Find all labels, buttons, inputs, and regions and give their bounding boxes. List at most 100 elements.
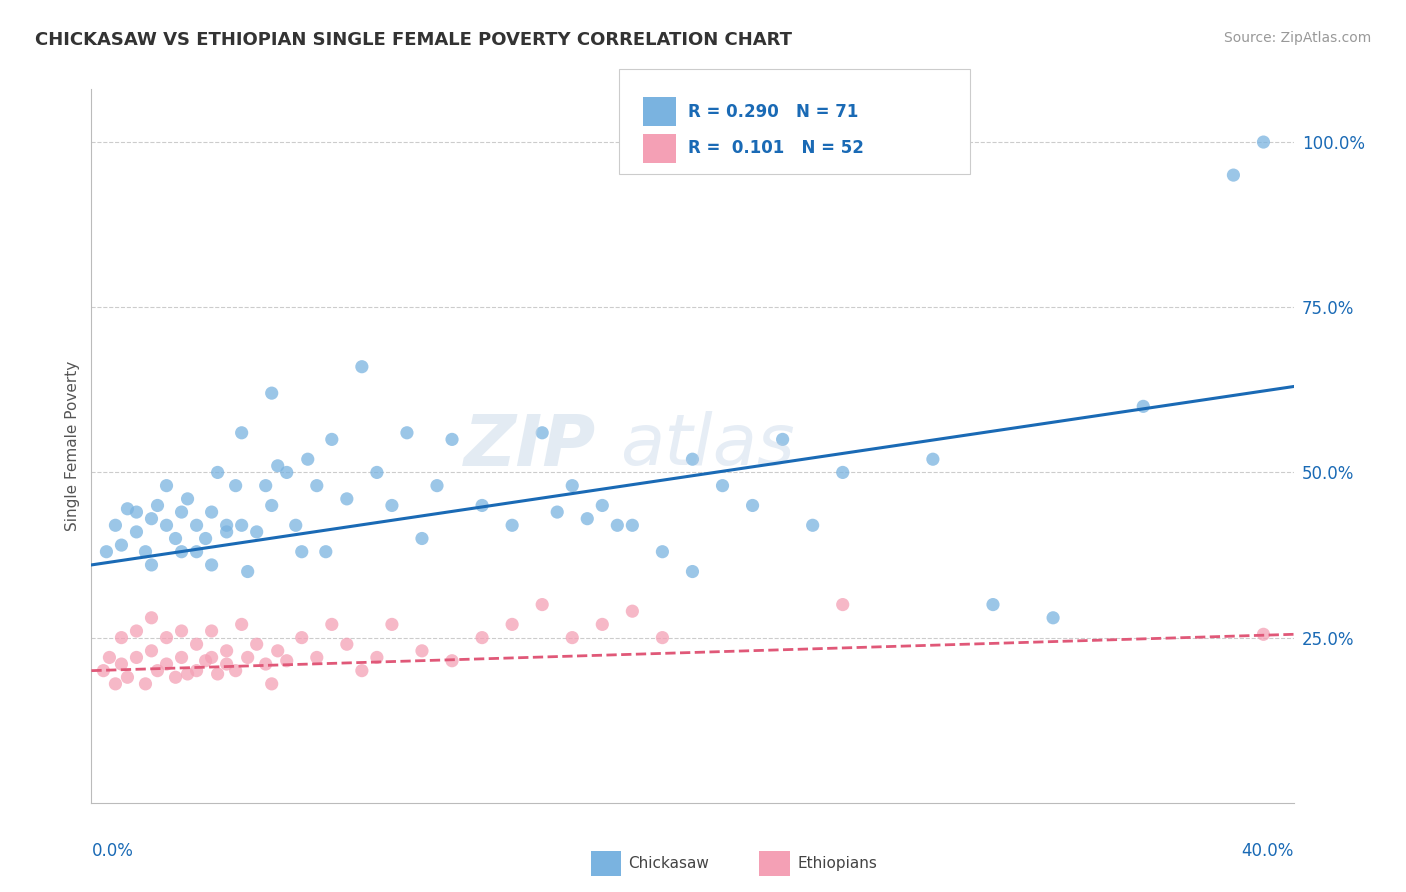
Point [155, 518, 177, 533]
Point [336, 637, 359, 651]
Point [155, 631, 177, 645]
Point [186, 545, 208, 559]
Point [110, 538, 132, 552]
Point [321, 433, 343, 447]
Point [125, 650, 148, 665]
Point [165, 532, 187, 546]
Point [194, 654, 217, 668]
Point [98, 650, 121, 665]
Point [501, 518, 523, 533]
Text: CHICKASAW VS ETHIOPIAN SINGLE FEMALE POVERTY CORRELATION CHART: CHICKASAW VS ETHIOPIAN SINGLE FEMALE POV… [35, 31, 792, 49]
Point [141, 611, 163, 625]
Point [681, 452, 703, 467]
Point [231, 617, 253, 632]
Point [201, 650, 224, 665]
Point [305, 478, 328, 492]
Point [267, 458, 290, 473]
Point [225, 664, 247, 678]
Point [170, 624, 193, 638]
Point [146, 499, 169, 513]
Point [231, 425, 253, 440]
Point [186, 637, 208, 651]
Point [276, 654, 298, 668]
Point [170, 650, 193, 665]
Point [117, 501, 139, 516]
Point [225, 478, 247, 492]
Text: R = 0.290   N = 71: R = 0.290 N = 71 [688, 103, 858, 120]
Point [215, 518, 238, 533]
Point [651, 631, 673, 645]
Point [110, 631, 132, 645]
Text: Chickasaw: Chickasaw [628, 856, 710, 871]
Point [531, 425, 554, 440]
Point [134, 545, 156, 559]
Point [1222, 168, 1244, 182]
Point [165, 670, 187, 684]
Point [141, 644, 163, 658]
Point [350, 359, 373, 374]
Point [471, 499, 494, 513]
Point [291, 545, 314, 559]
Point [267, 644, 290, 658]
Point [215, 524, 238, 539]
Point [236, 565, 259, 579]
Text: Ethiopians: Ethiopians [797, 856, 877, 871]
Point [350, 664, 373, 678]
Point [315, 545, 337, 559]
Point [981, 598, 1004, 612]
Point [501, 617, 523, 632]
Point [651, 545, 673, 559]
Point [104, 518, 127, 533]
Point [321, 617, 343, 632]
Point [561, 631, 583, 645]
Text: atlas: atlas [620, 411, 794, 481]
Point [141, 511, 163, 525]
Point [531, 598, 554, 612]
Point [141, 558, 163, 572]
Point [254, 657, 277, 671]
Point [104, 677, 127, 691]
Point [194, 532, 217, 546]
Point [260, 677, 283, 691]
Point [207, 667, 229, 681]
Point [170, 545, 193, 559]
Point [236, 650, 259, 665]
Point [336, 491, 359, 506]
Point [711, 478, 734, 492]
Point [411, 644, 433, 658]
Text: R =  0.101   N = 52: R = 0.101 N = 52 [688, 139, 863, 157]
Point [922, 452, 945, 467]
Point [305, 650, 328, 665]
Point [125, 505, 148, 519]
Point [125, 524, 148, 539]
Point [1132, 400, 1154, 414]
Point [176, 667, 198, 681]
Point [96, 545, 118, 559]
Point [201, 624, 224, 638]
Point [591, 499, 613, 513]
Point [186, 518, 208, 533]
Text: ZIP: ZIP [464, 411, 596, 481]
Y-axis label: Single Female Poverty: Single Female Poverty [65, 361, 80, 531]
Point [246, 637, 269, 651]
Point [1253, 627, 1275, 641]
Point [411, 532, 433, 546]
Point [591, 617, 613, 632]
Point [297, 452, 319, 467]
Text: Source: ZipAtlas.com: Source: ZipAtlas.com [1223, 31, 1371, 45]
Point [260, 499, 283, 513]
Point [134, 677, 156, 691]
Point [576, 511, 599, 525]
Point [1042, 611, 1064, 625]
Point [546, 505, 568, 519]
Point [471, 631, 494, 645]
Point [831, 598, 853, 612]
Point [284, 518, 307, 533]
Point [291, 631, 314, 645]
Point [201, 558, 224, 572]
Point [772, 433, 794, 447]
Point [561, 478, 583, 492]
Point [207, 466, 229, 480]
Point [606, 518, 628, 533]
Point [215, 644, 238, 658]
